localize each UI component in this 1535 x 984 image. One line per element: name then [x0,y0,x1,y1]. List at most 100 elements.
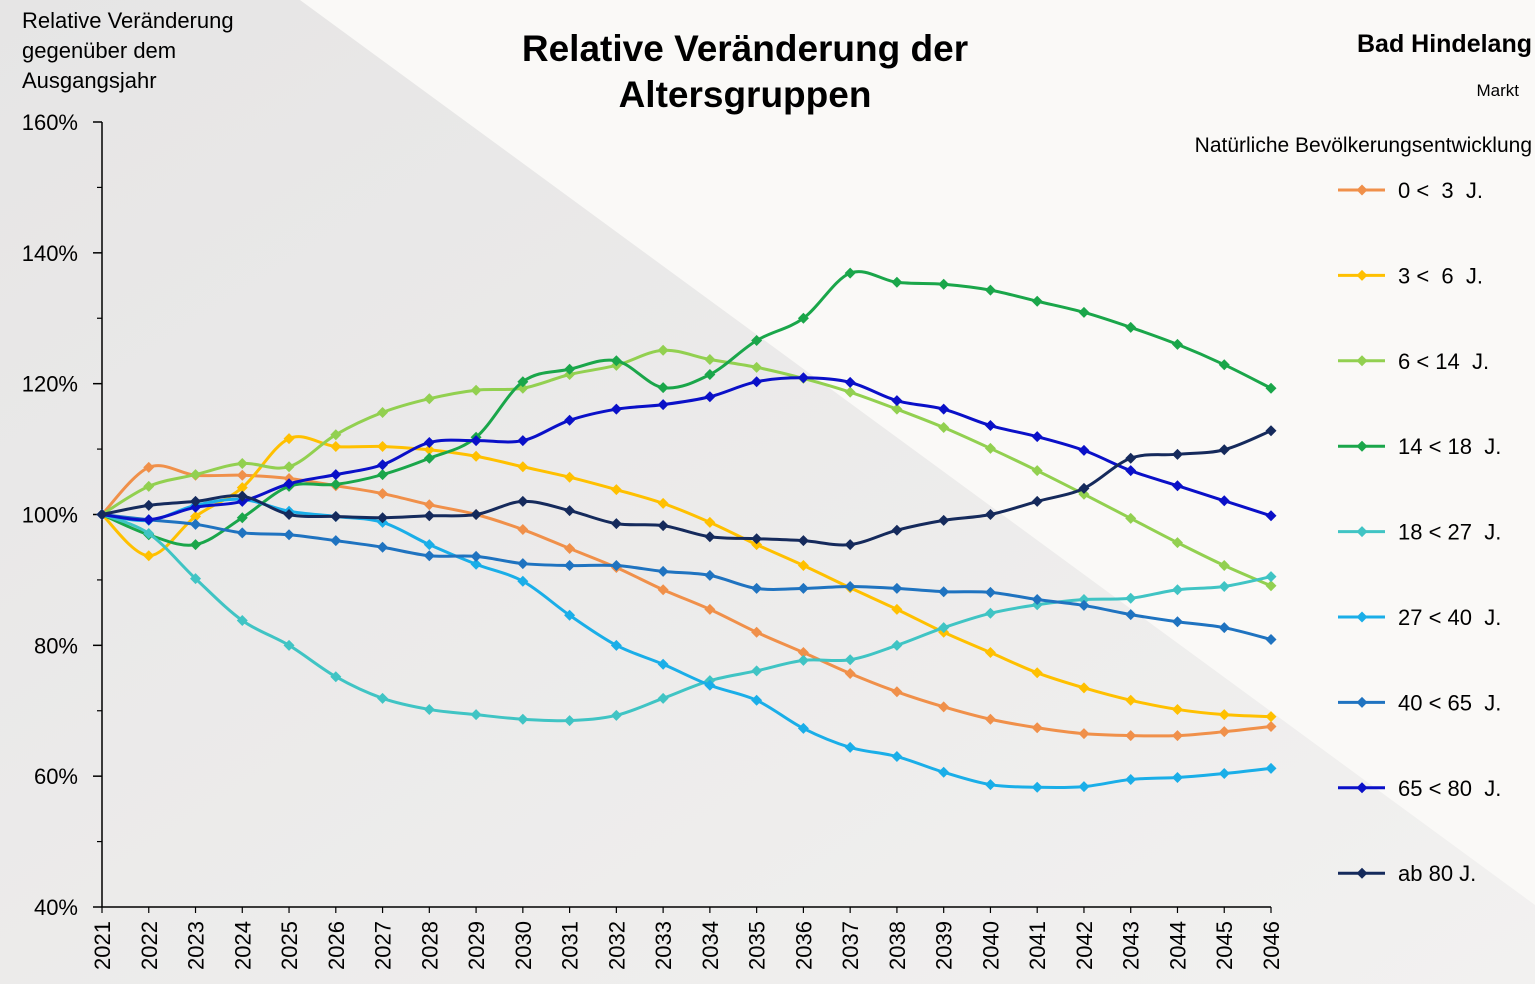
data-point [610,709,622,721]
legend-label: 0 < 3 J. [1398,178,1483,203]
data-point [470,450,482,462]
data-point [564,363,576,375]
x-tick-label: 2039 [932,921,957,970]
data-point [1031,722,1043,734]
legend-marker [1356,184,1368,196]
x-tick-label: 2045 [1212,921,1237,970]
data-point [610,560,622,572]
data-point [143,461,155,473]
data-point [844,741,856,753]
y-axis-label: Relative Veränderung gegenüber dem Ausga… [22,8,234,93]
data-point [283,509,295,520]
data-point [377,440,389,452]
data-point [704,369,716,381]
data-point [283,478,295,490]
data-point [283,461,295,473]
data-point [377,488,389,500]
data-point [797,647,809,659]
data-point [1171,448,1183,460]
data-point [143,550,155,562]
x-tick-label: 2036 [791,921,816,970]
data-point [704,603,716,615]
y-tick-label: 60% [34,764,78,789]
data-point [984,442,996,454]
data-point [657,520,669,532]
data-point [423,539,435,551]
data-point [797,722,809,734]
data-point [891,603,903,615]
x-tick-label: 2035 [745,921,770,970]
data-point [1078,488,1090,500]
y-tick-label: 140% [22,241,78,266]
legend-label: 27 < 40 J. [1398,605,1501,630]
data-point [797,372,809,384]
data-point [1218,622,1230,634]
data-point [1078,306,1090,318]
data-point [657,584,669,596]
data-point [891,403,903,415]
data-point [891,751,903,763]
data-point [423,550,435,562]
data-point [751,694,763,706]
data-point [470,709,482,721]
data-point [143,480,155,492]
legend-marker [1356,696,1368,708]
data-point [517,461,529,473]
data-point [704,353,716,365]
data-point [377,692,389,704]
x-tick-label: 2031 [558,921,583,970]
x-tick-label: 2038 [885,921,910,970]
data-point [1265,425,1277,437]
data-point [657,399,669,411]
legend-label: ab 80 J. [1398,861,1476,886]
legend-marker [1356,355,1368,367]
x-tick-label: 2023 [184,921,209,970]
data-point [751,334,763,346]
x-tick-label: 2043 [1119,921,1144,970]
data-point [751,626,763,638]
y-tick-label: 80% [34,633,78,658]
data-point [1125,452,1137,464]
data-point [844,654,856,666]
data-point [984,509,996,520]
data-point [938,514,950,526]
data-point [1031,781,1043,793]
data-point [1078,482,1090,494]
x-tick-label: 2040 [978,921,1003,970]
data-point [657,658,669,670]
data-point [330,510,342,522]
data-point [984,647,996,659]
data-point [236,482,248,494]
data-point [1265,711,1277,723]
data-point [283,529,295,541]
data-point [1265,762,1277,774]
data-point [1218,726,1230,738]
x-tick-label: 2033 [651,921,676,970]
data-point [1125,321,1137,333]
data-point [984,586,996,598]
data-point [564,715,576,727]
scenario: Natürliche Bevölkerungsentwicklung [1194,134,1532,157]
data-point [938,622,950,634]
x-tick-label: 2044 [1165,921,1190,970]
data-point [984,713,996,725]
series-line [101,348,1272,588]
data-point [517,435,529,447]
data-point [1125,694,1137,706]
data-point [610,403,622,415]
y-tick-label: 100% [22,503,78,528]
data-point [470,509,482,520]
x-tick-label: 2025 [277,921,302,970]
data-point [984,420,996,432]
data-point [190,501,202,513]
data-point [891,276,903,288]
data-point [891,582,903,594]
data-point [96,509,108,520]
data-point [891,639,903,651]
data-point [657,497,669,509]
data-point [423,393,435,405]
y-tick-label: 40% [34,895,78,920]
x-tick-label: 2046 [1259,921,1284,970]
data-point [704,516,716,528]
data-point [1078,444,1090,456]
